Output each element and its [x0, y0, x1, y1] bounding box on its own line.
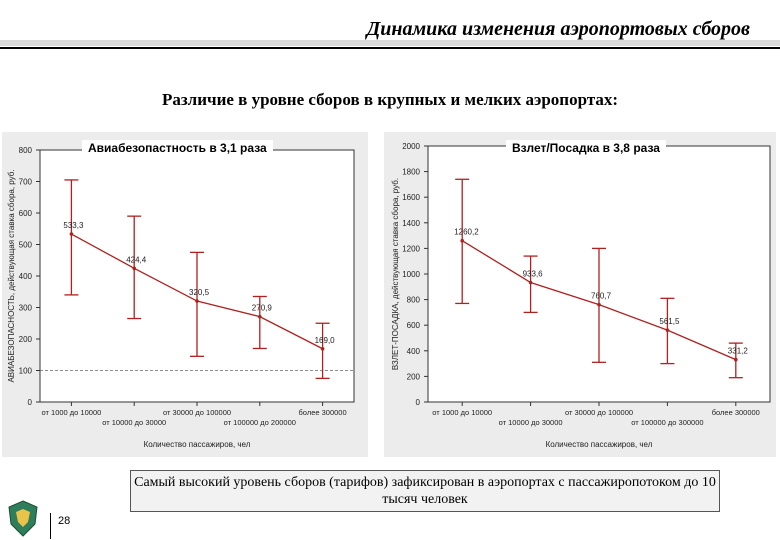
- data-label: 424,4: [126, 255, 147, 264]
- y-tick-label: 1000: [402, 270, 420, 279]
- y-tick-label: 800: [407, 296, 421, 305]
- y-tick-label: 500: [19, 241, 33, 250]
- page-number: 28: [58, 515, 71, 527]
- summary-note: Самый высокий уровень сборов (тарифов) з…: [130, 470, 720, 512]
- right-chart-caption: Взлет/Посадка в 3,8 раза: [506, 140, 666, 156]
- y-tick-label: 400: [19, 272, 33, 281]
- title-rule: [0, 47, 780, 49]
- takeoff-landing-chart: 0 200 400 600 800 1000 1200 1400 1600 1800 2000 от …: [391, 142, 771, 449]
- x-tick-label: от 10000 до 30000: [499, 418, 563, 427]
- data-point: [460, 238, 464, 243]
- y-tick-label: 400: [407, 347, 421, 356]
- data-label: 1260,2: [454, 228, 479, 237]
- x-tick-label: от 100000 до 200000: [224, 418, 296, 427]
- left-chart-panel: 0 100 200 300 400 500 600 700 800 от 1000 до 1000…: [2, 132, 368, 457]
- y-axis-title: АВИАБЕЗОПАСНОСТЬ, действующая ставка сбо…: [7, 169, 16, 382]
- data-label: 169,0: [315, 336, 336, 345]
- page-title: Динамика изменения аэропортовых сборов: [366, 18, 750, 40]
- y-tick-label: 100: [19, 367, 33, 376]
- right-chart-panel: 0 200 400 600 800 1000 1200 1400 1600 1800 2000 от …: [384, 132, 776, 457]
- data-point: [665, 328, 670, 332]
- data-label: 533,3: [63, 221, 84, 230]
- y-tick-label: 200: [19, 335, 33, 344]
- y-tick-label: 800: [19, 146, 33, 155]
- y-tick-label: 2000: [402, 142, 420, 151]
- data-label: 933,6: [523, 269, 544, 278]
- y-tick-label: 600: [19, 209, 33, 218]
- data-point: [320, 346, 325, 351]
- data-label: 760,7: [591, 292, 612, 301]
- y-tick-label: 300: [19, 304, 33, 313]
- y-tick-label: 1600: [402, 193, 420, 202]
- data-point: [597, 302, 601, 307]
- y-tick-label: 1800: [402, 168, 420, 177]
- emblem-icon: [8, 500, 38, 537]
- data-point: [132, 266, 136, 271]
- x-tick-label: более 300000: [712, 408, 760, 417]
- y-tick-label: 1200: [402, 244, 420, 253]
- y-tick-label: 0: [28, 398, 33, 407]
- x-tick-label: от 100000 до 300000: [631, 418, 703, 427]
- data-point: [734, 357, 738, 362]
- data-point: [258, 314, 262, 319]
- data-label: 331,2: [728, 347, 749, 356]
- data-label: 320,5: [189, 288, 210, 297]
- x-tick-label: от 30000 до 100000: [163, 408, 231, 417]
- data-point: [528, 280, 533, 285]
- y-tick-label: 0: [416, 398, 421, 407]
- aviation-security-chart: 0 100 200 300 400 500 600 700 800 от 1000 до 1000…: [7, 146, 355, 449]
- y-tick-label: 200: [407, 372, 421, 381]
- data-label: 561,5: [659, 317, 680, 326]
- y-tick-label: 600: [407, 321, 421, 330]
- x-tick-label: от 30000 до 100000: [565, 408, 633, 417]
- data-point: [195, 299, 199, 303]
- y-axis-title: ВЗЛЕТ-ПОСАДКА, действующая ставка сбора,…: [391, 178, 400, 370]
- y-tick-label: 700: [19, 178, 33, 187]
- x-tick-label: более 300000: [299, 408, 347, 417]
- x-tick-label: от 1000 до 10000: [42, 408, 102, 417]
- x-axis-title: Количество пассажиров, чел: [546, 440, 653, 449]
- data-label: 270,9: [252, 304, 273, 313]
- data-point: [69, 232, 74, 236]
- title-stripe: [0, 40, 780, 46]
- page-subtitle: Различие в уровне сборов в крупных и мел…: [161, 90, 619, 109]
- left-chart-caption: Авиабезопастность в 3,1 раза: [82, 140, 273, 156]
- x-axis-title: Количество пассажиров, чел: [144, 440, 251, 449]
- page-divider: [50, 513, 51, 539]
- y-tick-label: 1400: [402, 219, 420, 228]
- x-tick-label: от 1000 до 10000: [432, 408, 492, 417]
- x-tick-label: от 10000 до 30000: [102, 418, 166, 427]
